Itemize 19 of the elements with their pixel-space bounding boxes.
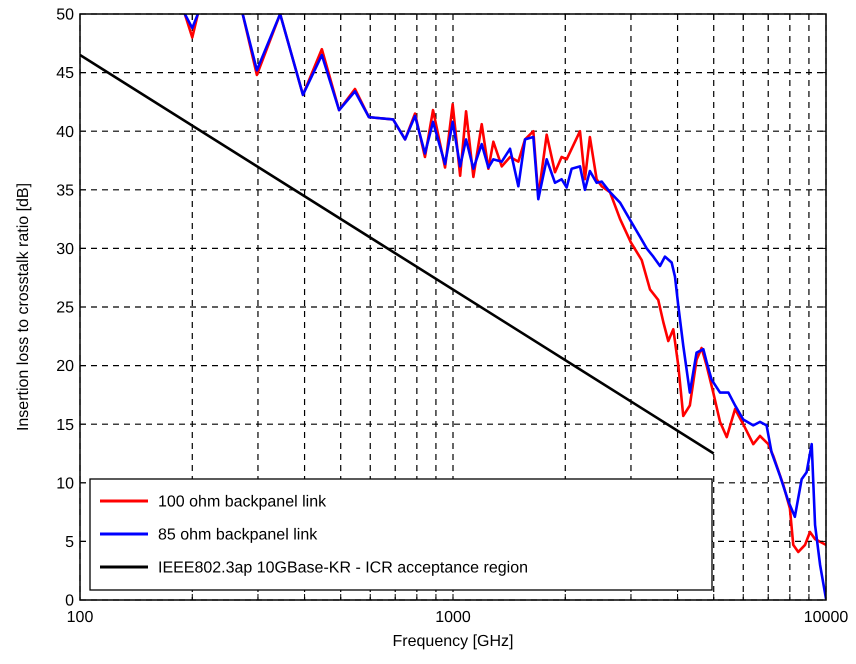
y-tick-label: 0 [65,592,74,610]
y-tick-label: 35 [56,182,74,200]
y-tick-label: 25 [56,300,74,317]
x-tick-label: 10000 [804,609,848,626]
y-tick-label: 5 [65,534,74,551]
legend-label: IEEE802.3ap 10GBase-KR - ICR acceptance region [158,560,528,577]
legend-label: 85 ohm backpanel link [158,526,318,544]
x-tick-label: 1000 [435,609,471,626]
y-tick-label: 45 [56,65,74,82]
legend-label: 100 ohm backpanel link [158,494,328,511]
x-axis-title: Frequency [GHz] [392,633,514,650]
y-tick-label: 10 [56,475,74,492]
y-tick-label: 20 [56,358,74,376]
y-tick-label: 50 [56,6,74,24]
y-tick-label: 40 [56,124,74,141]
y-axis-title: Insertion loss to crosstalk ratio [dB] [15,182,32,432]
x-tick-label: 100 [66,609,94,626]
y-tick-label: 30 [56,241,74,258]
y-tick-label: 15 [56,416,74,434]
